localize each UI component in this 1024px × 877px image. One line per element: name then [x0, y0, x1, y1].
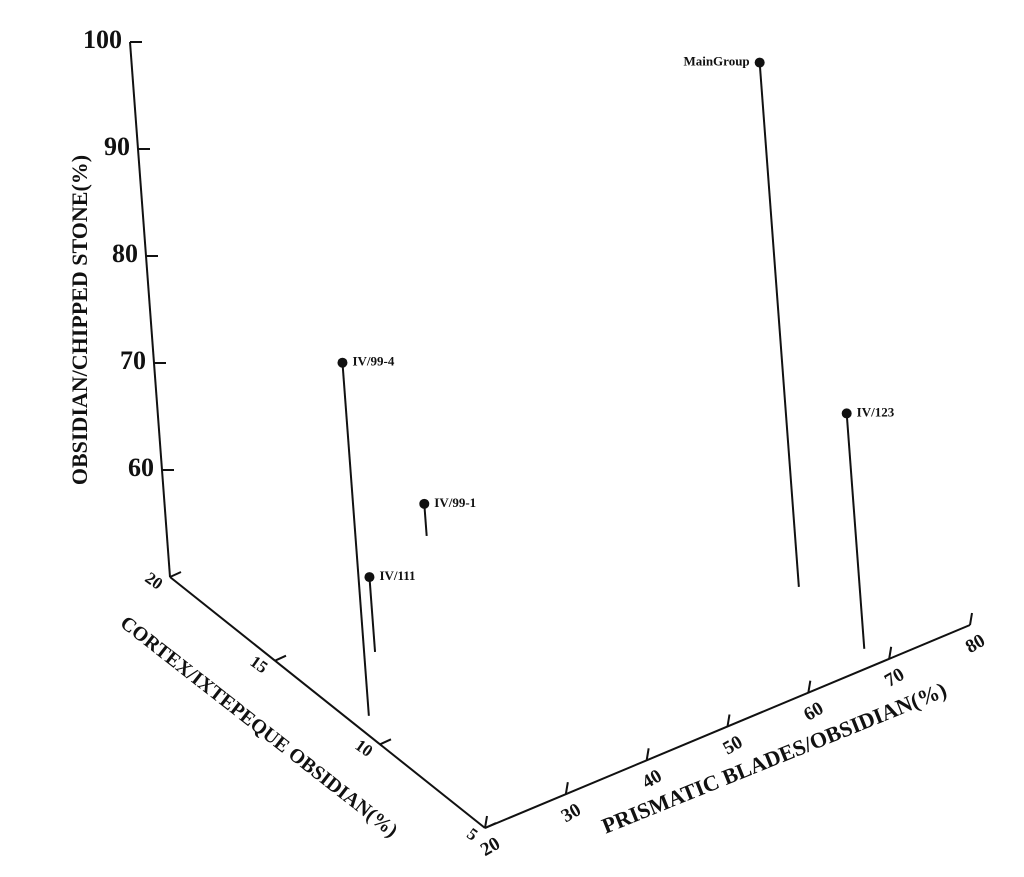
- z-tick-label: 70: [120, 346, 146, 375]
- z-tick-label: 60: [128, 453, 154, 482]
- x-tick-label: 60: [800, 698, 827, 726]
- y-tick: [274, 654, 287, 662]
- z-axis: [129, 41, 171, 578]
- y-tick: [379, 738, 392, 746]
- z-tick-label: 90: [104, 132, 130, 161]
- point: [337, 357, 348, 368]
- point-label: IV/99-4: [352, 354, 394, 369]
- y-tick: [484, 822, 497, 829]
- point-label: IV/99-1: [434, 495, 476, 510]
- stem: [845, 413, 866, 649]
- x-tick: [726, 714, 731, 727]
- x-tick-label: 30: [558, 799, 585, 827]
- x-tick-label: 20: [477, 833, 504, 861]
- point: [364, 572, 375, 583]
- x-tick-label: 50: [719, 732, 746, 760]
- z-tick-label: 100: [83, 25, 122, 54]
- point: [419, 498, 430, 509]
- stem: [758, 62, 800, 587]
- point: [754, 57, 765, 68]
- point-label: IV/111: [379, 568, 415, 583]
- point-label: MainGroup: [683, 54, 749, 69]
- x-tick: [645, 748, 650, 761]
- x-tick: [969, 612, 973, 626]
- x-tick: [888, 646, 893, 659]
- stem: [341, 362, 370, 716]
- stem: [423, 503, 428, 536]
- x-tick-label: 80: [962, 630, 989, 658]
- point-label: IV/123: [857, 404, 895, 419]
- y-tick: [169, 571, 182, 578]
- x-tick: [484, 815, 488, 829]
- point: [841, 408, 852, 419]
- x-tick: [564, 782, 569, 795]
- stem: [368, 576, 377, 653]
- x-tick: [807, 680, 812, 693]
- x-tick-label: 70: [881, 664, 908, 692]
- y-tick-label: 20: [142, 568, 167, 593]
- y-axis: [169, 576, 486, 829]
- z-tick-label: 80: [112, 239, 138, 268]
- z-axis-label: OBSIDIAN/CHIPPED STONE(%): [67, 155, 92, 485]
